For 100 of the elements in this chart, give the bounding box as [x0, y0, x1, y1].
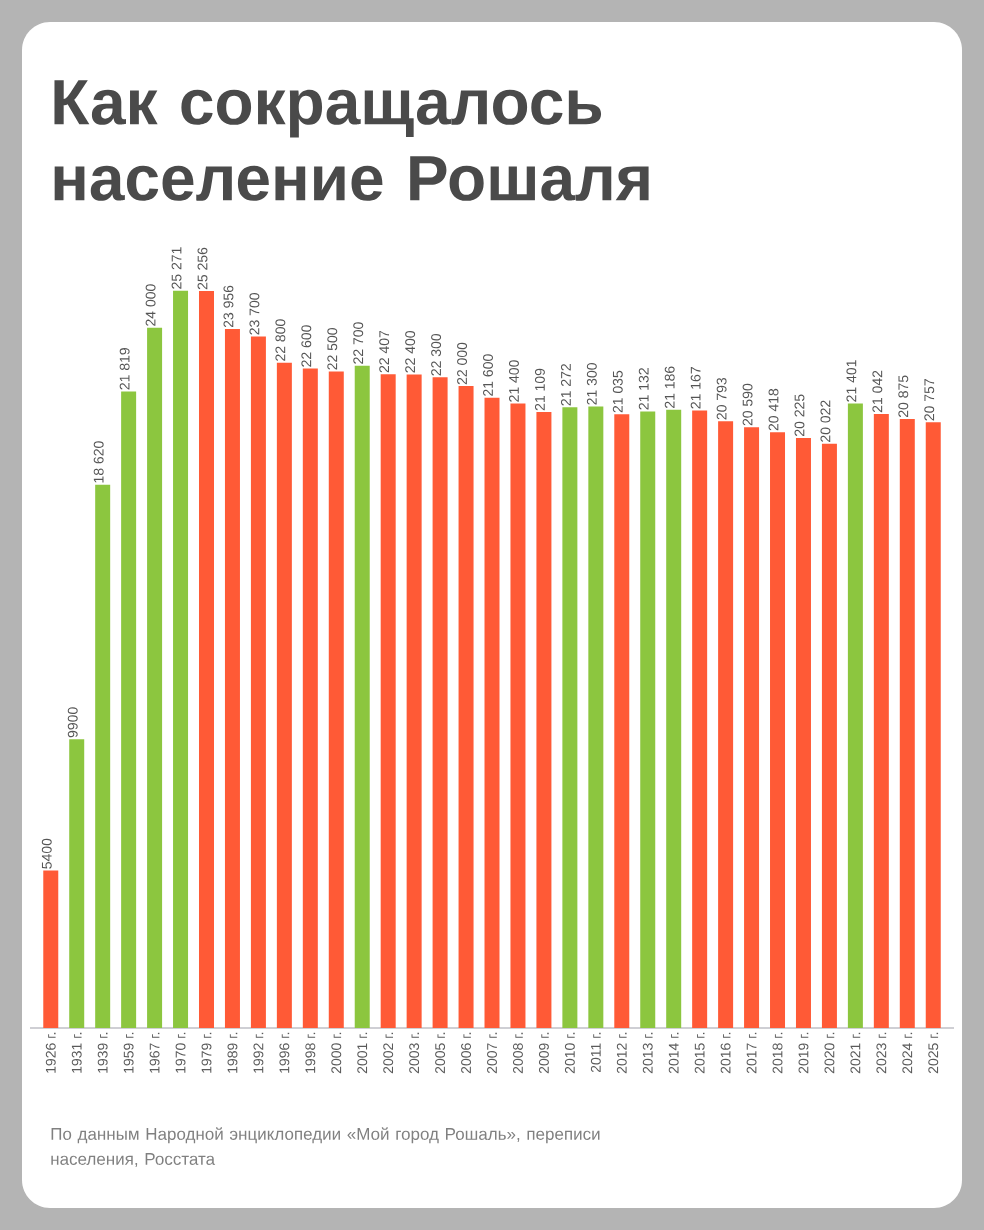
data-label: 20 418 — [768, 388, 779, 431]
x-tick-label: 2000 г. — [331, 1032, 342, 1074]
x-tick-label: 2024 г. — [902, 1032, 913, 1074]
x-tick-label: 1931 г. — [71, 1032, 82, 1073]
bar — [847, 403, 863, 1028]
x-tick-label: 2017 г. — [746, 1032, 757, 1074]
bar — [744, 427, 760, 1028]
x-tick-label: 2014 г. — [668, 1032, 679, 1074]
x-tick-label: 2009 г. — [538, 1032, 549, 1074]
data-label: 22 300 — [431, 333, 442, 376]
data-label: 23 956 — [223, 285, 234, 328]
x-tick-label: 1989 г. — [227, 1032, 238, 1073]
x-tick-label: 2007 г. — [487, 1032, 497, 1074]
data-label: 21 035 — [612, 370, 623, 413]
data-label: 18 620 — [93, 441, 104, 483]
x-tick-label: 2002 г. — [383, 1032, 394, 1074]
x-tick-label: 2016 г. — [720, 1032, 731, 1074]
bar — [147, 327, 163, 1028]
bar — [302, 368, 318, 1028]
data-label: 20 793 — [716, 377, 727, 420]
data-label: 20 875 — [898, 375, 909, 418]
bar — [250, 336, 266, 1028]
x-tick-label: 1959 г. — [123, 1032, 134, 1073]
bar — [43, 870, 59, 1028]
bar — [614, 414, 630, 1028]
data-label: 25 256 — [197, 247, 208, 290]
data-label: 21 109 — [534, 368, 545, 411]
bar — [484, 397, 500, 1028]
data-label: 22 600 — [301, 325, 312, 367]
data-label: 22 800 — [275, 319, 286, 361]
bar — [770, 432, 786, 1028]
data-label: 21 272 — [560, 364, 571, 406]
data-label: 21 042 — [872, 370, 883, 413]
data-label: 21 167 — [690, 367, 701, 409]
x-tick-label: 1967 г. — [149, 1032, 160, 1073]
bar — [795, 437, 811, 1028]
data-label: 20 022 — [820, 400, 831, 442]
data-label: 21 186 — [664, 366, 675, 408]
bar — [536, 412, 552, 1028]
bar — [692, 410, 708, 1028]
bar — [718, 421, 734, 1028]
x-tick-label: 1992 г. — [253, 1032, 264, 1073]
bar — [354, 365, 370, 1028]
x-tick-label: 2020 г. — [824, 1032, 835, 1074]
data-label: 21 401 — [846, 360, 857, 402]
data-label: 20 590 — [742, 383, 753, 426]
x-tick-label: 2015 г. — [694, 1032, 705, 1074]
x-tick-label: 2006 г. — [461, 1032, 472, 1074]
bar — [666, 409, 682, 1028]
bar — [276, 362, 292, 1028]
x-tick-label: 2012 г. — [616, 1032, 627, 1074]
data-label: 24 000 — [145, 284, 156, 326]
x-tick-label: 1998 г. — [305, 1032, 316, 1073]
x-tick-label: 1939 г. — [97, 1032, 108, 1073]
x-tick-label: 2013 г. — [642, 1032, 653, 1074]
bar — [458, 386, 474, 1028]
x-tick-label: 2003 г. — [409, 1032, 420, 1074]
x-tick-label: 1926 г. — [45, 1032, 56, 1073]
data-label: 22 500 — [327, 328, 338, 370]
data-label: 23 700 — [249, 293, 260, 335]
x-tick-label: 2010 г. — [564, 1032, 575, 1074]
bar — [640, 411, 656, 1028]
x-tick-label: 2025 г. — [928, 1032, 939, 1074]
bar — [224, 329, 240, 1028]
bar — [95, 484, 111, 1028]
x-tick-label: 2019 г. — [798, 1032, 809, 1074]
bar — [380, 374, 396, 1028]
bar — [562, 407, 578, 1028]
x-tick-label: 2018 г. — [772, 1032, 783, 1074]
bar — [510, 403, 526, 1028]
data-label: 22 000 — [457, 342, 468, 385]
bar — [873, 414, 889, 1028]
x-tick-label: 1979 г. — [201, 1032, 212, 1073]
data-label: 21 300 — [586, 363, 597, 405]
bar — [406, 374, 422, 1028]
bar — [925, 422, 941, 1028]
text: По данным Народной энциклопедии «Мой город Рошаль», переписи населения, Росстата — [51, 1127, 600, 1167]
x-tick-label: 2011 г. — [590, 1032, 601, 1073]
data-label: 9900 — [67, 707, 78, 738]
bar — [173, 290, 189, 1028]
bar — [432, 377, 448, 1028]
data-label: 22 400 — [405, 330, 416, 373]
data-label: 22 407 — [379, 330, 390, 373]
chart-title: Как сокращалось население Рошаля — [54, 80, 649, 201]
data-label: 21 132 — [638, 368, 649, 410]
x-tick-label: 2001 г. — [357, 1032, 368, 1074]
bar — [328, 371, 344, 1028]
data-label: 22 700 — [353, 322, 364, 364]
bar — [899, 418, 915, 1028]
data-label: 20 757 — [924, 379, 935, 421]
data-label: 25 271 — [171, 247, 182, 289]
bar — [821, 443, 837, 1028]
data-label: 5400 — [41, 838, 52, 869]
data-label: 20 225 — [794, 394, 805, 436]
x-tick-label: 2021 г. — [850, 1032, 861, 1074]
bar — [121, 391, 137, 1028]
x-tick-label: 2008 г. — [513, 1032, 523, 1074]
x-tick-label: 2023 г. — [876, 1032, 887, 1074]
data-label: 21 400 — [509, 360, 519, 402]
x-tick-label: 2005 г. — [435, 1032, 446, 1074]
